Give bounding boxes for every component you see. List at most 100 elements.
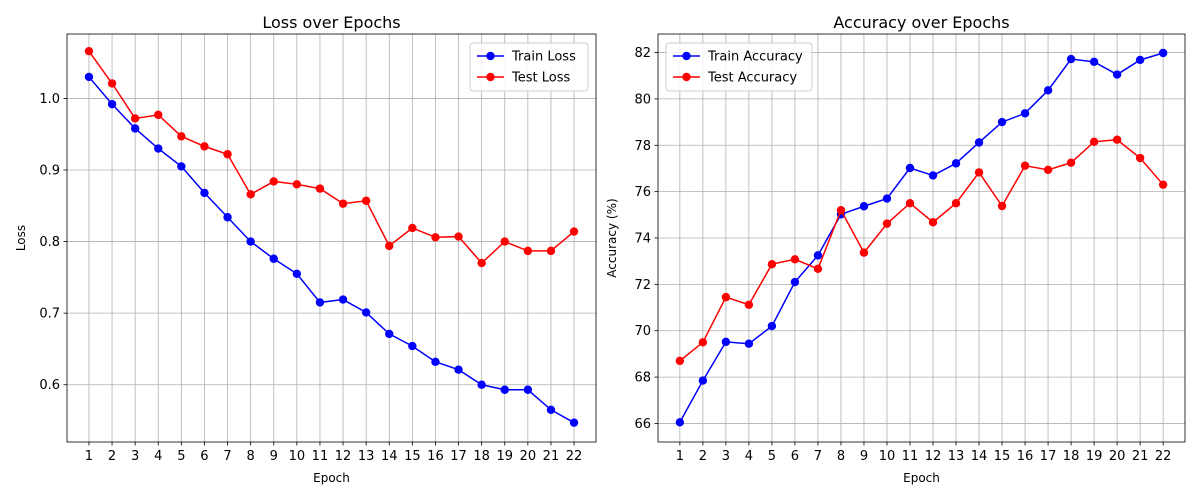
loss-series-0-point xyxy=(431,357,440,367)
accuracy-series-0-point xyxy=(859,202,869,211)
accuracy-series-1-point xyxy=(997,201,1007,211)
accuracy-series-1-point xyxy=(1043,165,1053,175)
loss-series-0-point xyxy=(107,99,117,109)
loss-series-0-point xyxy=(130,124,140,133)
loss-y-tick-label: 0.9 xyxy=(39,164,60,179)
loss-series-0-point xyxy=(315,298,325,307)
loss-legend-marker-1 xyxy=(486,72,495,82)
accuracy-y-tick-label: 66 xyxy=(634,417,651,432)
loss-series-0-point xyxy=(292,269,302,278)
loss-series-0-point xyxy=(408,341,417,351)
loss-series-0-point xyxy=(338,295,348,304)
accuracy-x-tick-label: 5 xyxy=(768,449,776,464)
loss-legend: Train Loss Test Loss xyxy=(469,42,589,92)
loss-y-tick-label: 0.6 xyxy=(39,378,60,393)
accuracy-series-1-point xyxy=(698,338,708,347)
loss-series-1-point xyxy=(454,232,463,241)
accuracy-series-1-point xyxy=(1020,161,1030,170)
accuracy-x-tick-label: 21 xyxy=(1132,449,1149,464)
loss-x-tick-label: 13 xyxy=(358,449,375,464)
accuracy-series-0-point xyxy=(790,277,800,287)
accuracy-series-0-point xyxy=(767,321,777,331)
loss-series-0-point xyxy=(177,162,186,171)
accuracy-legend-box xyxy=(665,42,813,92)
accuracy-series-0-point xyxy=(928,171,938,180)
loss-series-1-point xyxy=(84,46,94,56)
loss-x-tick-label: 6 xyxy=(200,449,208,464)
accuracy-chart-title: Accuracy over Epochs xyxy=(833,13,1009,32)
loss-series-1-point xyxy=(200,142,209,151)
accuracy-series-1-point xyxy=(905,199,915,208)
accuracy-x-tick-label: 16 xyxy=(1017,449,1034,464)
accuracy-y-tick-label: 70 xyxy=(634,324,651,339)
loss-series-1-point xyxy=(338,199,348,208)
accuracy-legend-label-0: Train Accuracy xyxy=(707,50,803,65)
loss-x-tick-label: 2 xyxy=(108,449,116,464)
accuracy-x-tick-label: 9 xyxy=(860,449,868,464)
accuracy-series-0-point xyxy=(698,376,708,385)
accuracy-legend-marker-0 xyxy=(682,51,691,61)
loss-y-axis-label: Loss xyxy=(14,225,28,251)
loss-x-tick-label: 22 xyxy=(566,449,583,464)
accuracy-y-tick-label: 76 xyxy=(634,185,651,200)
accuracy-x-tick-label: 13 xyxy=(948,449,965,464)
loss-y-tick-label: 0.7 xyxy=(39,307,60,322)
accuracy-x-tick-label: 19 xyxy=(1086,449,1103,464)
loss-series-0-point xyxy=(223,213,232,222)
loss-series-1-point xyxy=(408,223,417,233)
accuracy-series-1-point xyxy=(1158,180,1168,189)
accuracy-series-0-point xyxy=(1158,48,1168,58)
loss-x-tick-label: 17 xyxy=(450,449,467,464)
accuracy-y-tick-label: 68 xyxy=(634,371,651,386)
accuracy-legend-label-1: Test Accuracy xyxy=(707,71,797,86)
loss-x-tick-label: 20 xyxy=(520,449,537,464)
loss-x-tick-label: 4 xyxy=(154,449,162,464)
accuracy-legend: Train Accuracy Test Accuracy xyxy=(665,42,813,92)
loss-x-tick-label: 3 xyxy=(131,449,139,464)
accuracy-x-tick-label: 2 xyxy=(699,449,707,464)
loss-series-0-point xyxy=(385,329,394,339)
accuracy-x-tick-label: 15 xyxy=(994,449,1011,464)
loss-series-1-point xyxy=(177,132,186,141)
accuracy-series-1-point xyxy=(951,199,961,208)
accuracy-x-tick-label: 8 xyxy=(837,449,845,464)
accuracy-series-1-point xyxy=(675,356,685,366)
accuracy-y-tick-label: 78 xyxy=(634,139,651,154)
loss-x-tick-label: 21 xyxy=(543,449,560,464)
loss-chart-title: Loss over Epochs xyxy=(262,13,400,32)
loss-legend-label-0: Train Loss xyxy=(511,50,576,65)
accuracy-y-tick-label: 82 xyxy=(634,46,651,61)
loss-series-0-point xyxy=(361,308,371,317)
accuracy-x-tick-label: 14 xyxy=(971,449,988,464)
loss-series-1-point xyxy=(154,110,163,120)
loss-legend-marker-0 xyxy=(486,51,495,61)
loss-x-tick-label: 12 xyxy=(335,449,352,464)
loss-legend-label-1: Test Loss xyxy=(511,71,570,86)
accuracy-legend-marker-1 xyxy=(682,72,691,82)
accuracy-series-line-0 xyxy=(679,52,1164,423)
accuracy-series-0-point xyxy=(905,163,915,173)
accuracy-series-1-point xyxy=(721,292,731,302)
accuracy-x-axis-label: Epoch xyxy=(903,471,940,485)
loss-series-0-point xyxy=(154,144,163,153)
accuracy-x-tick-label: 12 xyxy=(925,449,942,464)
accuracy-series-1-point xyxy=(1112,135,1122,144)
loss-series-0-point xyxy=(523,385,533,394)
accuracy-x-tick-label: 11 xyxy=(902,449,919,464)
accuracy-series-1-point xyxy=(790,255,800,264)
loss-x-tick-label: 10 xyxy=(289,449,306,464)
loss-x-tick-label: 9 xyxy=(270,449,278,464)
loss-series-0-point xyxy=(569,418,579,427)
loss-series-1-point xyxy=(315,184,325,193)
accuracy-series-0-point xyxy=(744,339,754,348)
accuracy-series-1-point xyxy=(836,205,846,215)
accuracy-series-1-point xyxy=(813,264,823,274)
accuracy-series-0-point xyxy=(1089,57,1099,67)
loss-y-tick-label: 1.0 xyxy=(39,92,60,107)
loss-series-1-point xyxy=(130,114,140,123)
accuracy-y-tick-label: 74 xyxy=(634,232,651,247)
loss-series-1-point xyxy=(292,180,302,189)
accuracy-series-0-point xyxy=(721,337,731,347)
accuracy-series-1-point xyxy=(882,219,892,228)
